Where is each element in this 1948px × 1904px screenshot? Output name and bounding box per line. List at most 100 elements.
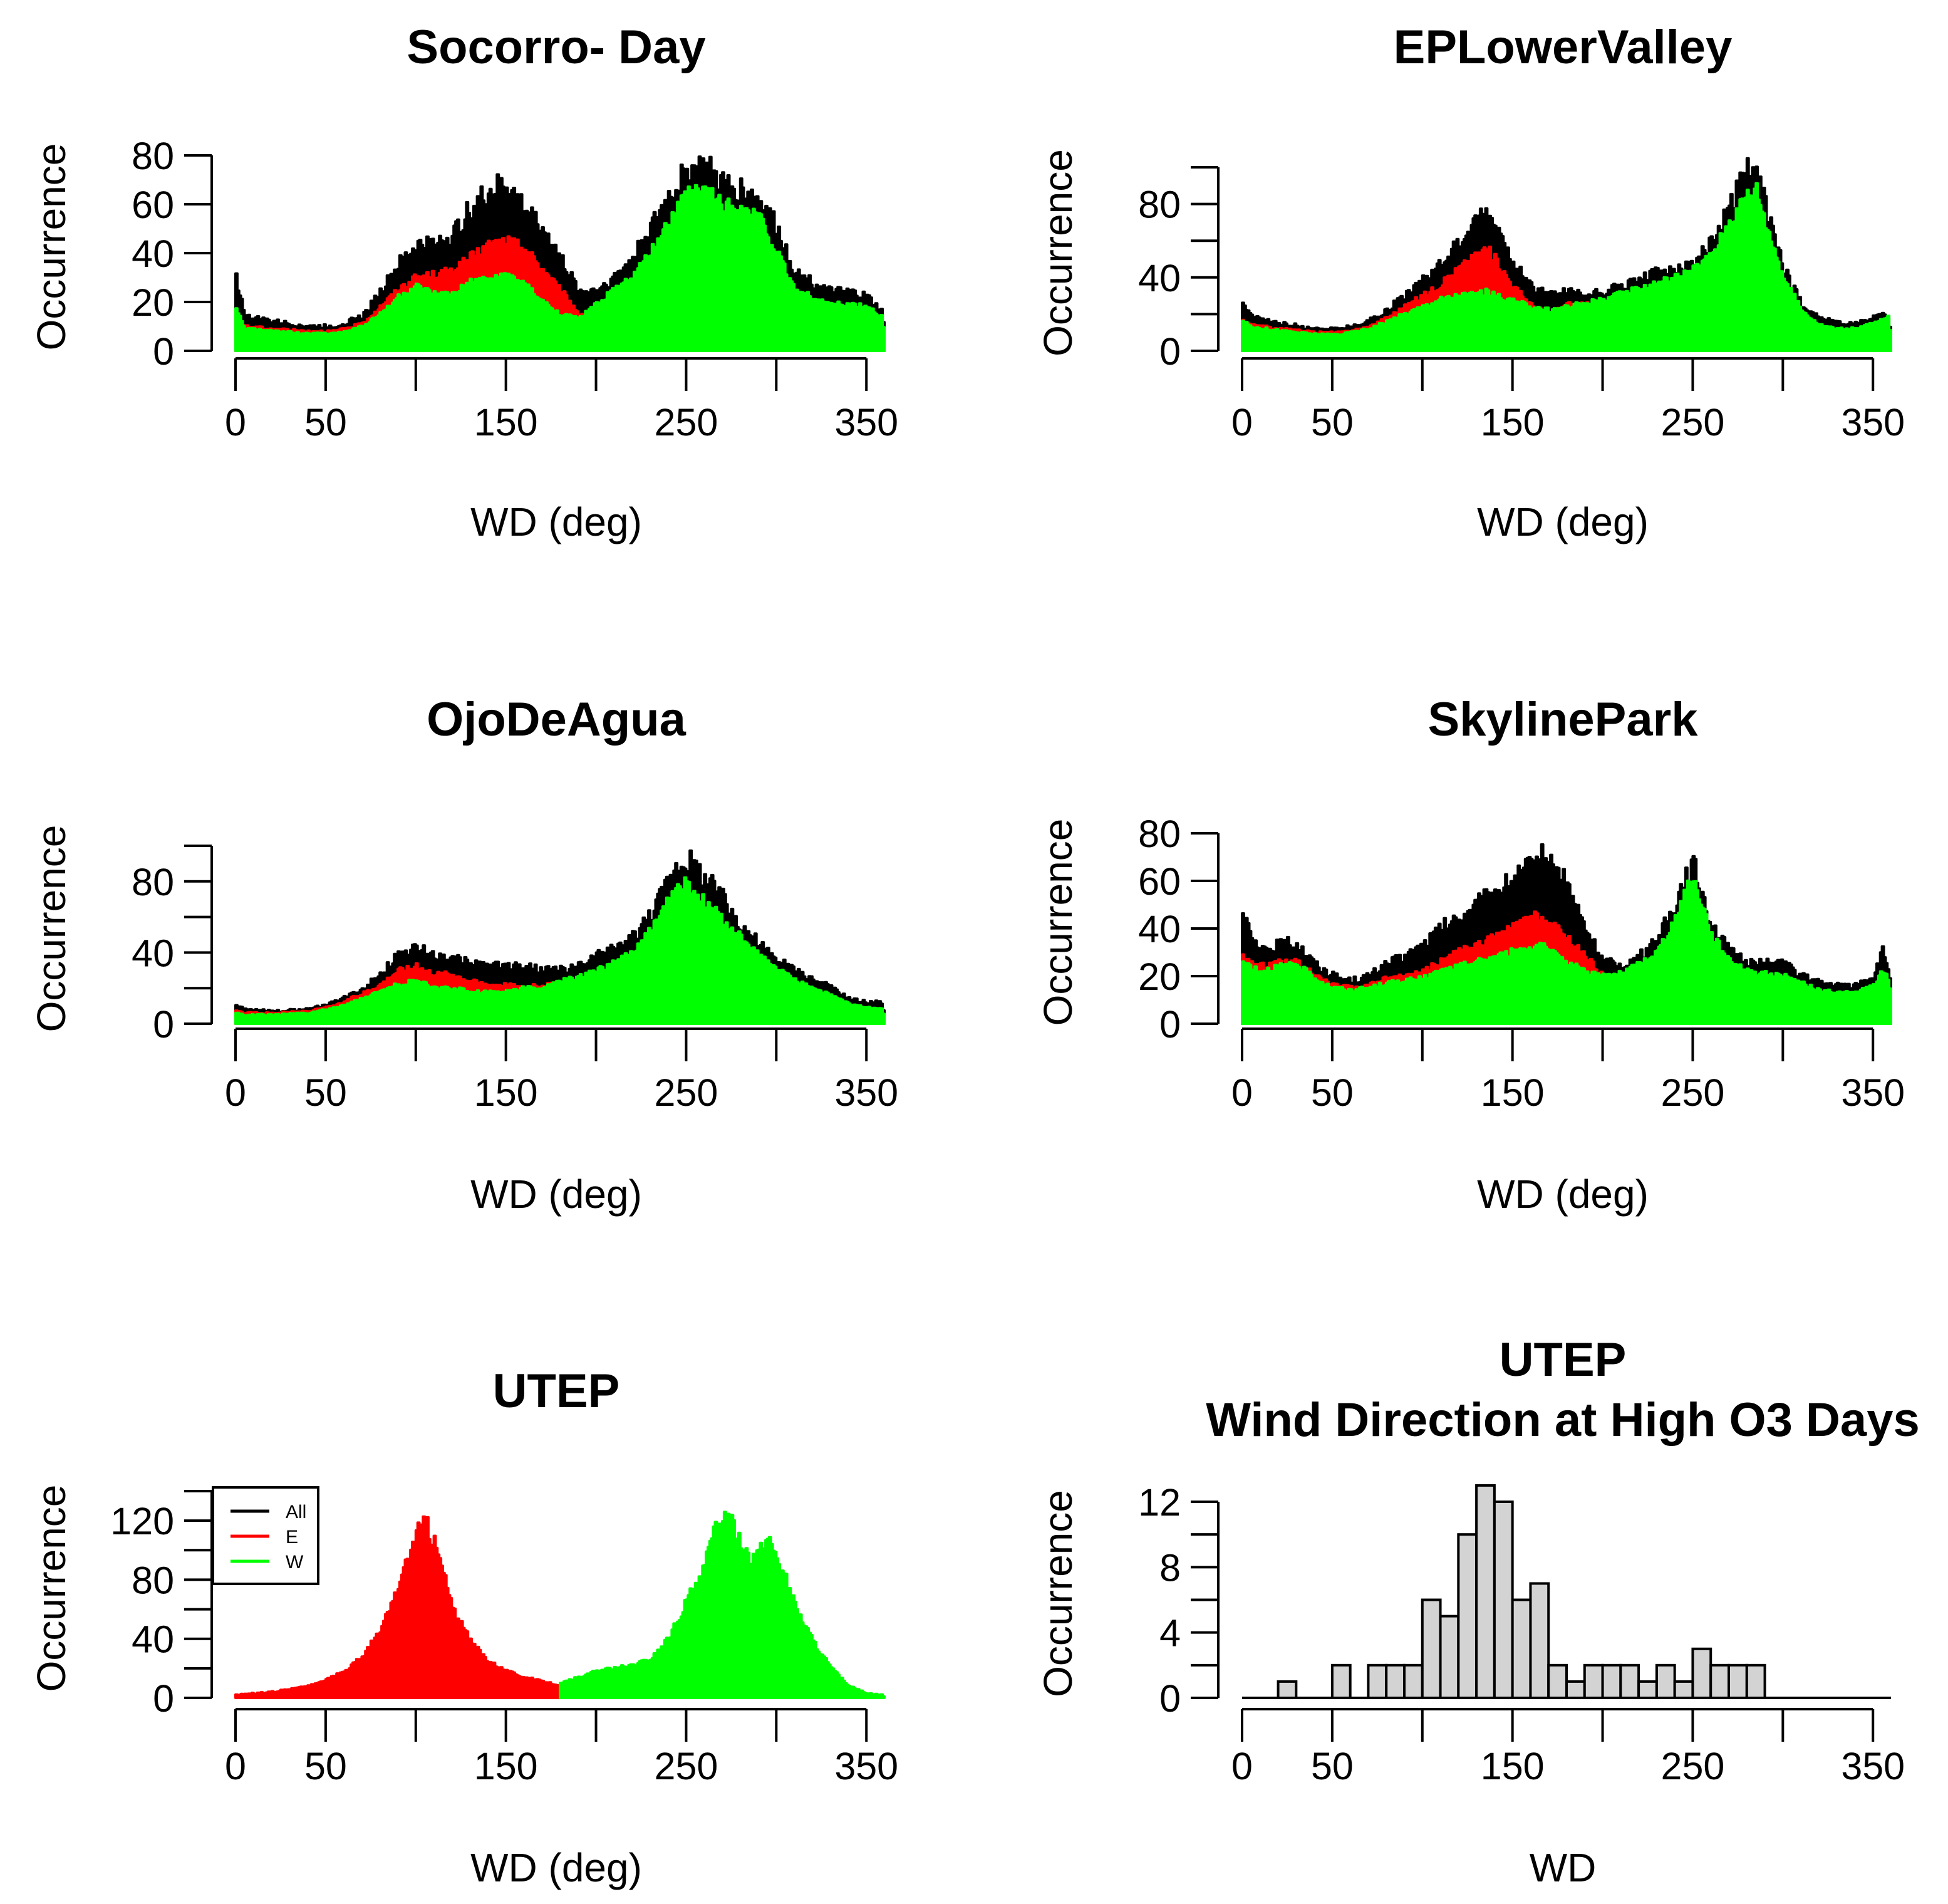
histogram-bar xyxy=(1547,1663,1568,1699)
series-w-area xyxy=(559,1511,886,1699)
histogram-bar xyxy=(1475,1484,1496,1700)
histogram-bar xyxy=(1691,1647,1712,1699)
y-tick-label: 40 xyxy=(1138,257,1181,299)
x-tick-label: 0 xyxy=(225,1745,246,1787)
x-tick-label: 150 xyxy=(1481,1745,1545,1787)
chart-title: SkylinePark xyxy=(1428,693,1699,746)
y-tick-label: 20 xyxy=(1138,955,1181,998)
chart-panel-ojodeagua: OjoDeAgua 0 50 150 250 350 WD (deg) 0 40 80 Occurr… xyxy=(29,693,898,1217)
y-axis: 0 40 80 xyxy=(1138,166,1220,373)
chart-title: UTEP xyxy=(493,1365,620,1418)
x-tick-label: 50 xyxy=(304,1071,347,1114)
x-axis: 0 50 150 250 350 xyxy=(225,1027,898,1114)
legend-label-e: E xyxy=(286,1527,298,1548)
histogram-bar xyxy=(1673,1680,1694,1700)
x-tick-label: 250 xyxy=(655,1071,718,1114)
y-axis-label: Occurrence xyxy=(1035,149,1080,356)
y-axis: 0 20 40 60 80 xyxy=(132,135,213,373)
x-tick-label: 0 xyxy=(1231,401,1253,444)
x-tick-label: 250 xyxy=(655,1745,718,1787)
y-tick-label: 12 xyxy=(1138,1481,1181,1524)
x-tick-label: 0 xyxy=(225,1071,246,1114)
y-axis: 0 40 80 xyxy=(132,845,213,1046)
series-w-area xyxy=(1241,182,1892,352)
series-w-area xyxy=(234,876,886,1025)
x-tick-label: 350 xyxy=(1841,1745,1905,1787)
x-tick-label: 50 xyxy=(304,401,347,444)
x-tick-label: 350 xyxy=(834,1745,898,1787)
histogram-bar xyxy=(1277,1680,1298,1700)
series-w-area xyxy=(234,184,886,352)
x-tick-label: 50 xyxy=(304,1745,347,1787)
x-tick-label: 250 xyxy=(655,401,718,444)
histogram-bar xyxy=(1565,1680,1586,1700)
histogram-bar xyxy=(1457,1533,1478,1700)
y-axis: 0 20 40 60 80 xyxy=(1138,813,1220,1046)
histogram-bar xyxy=(1619,1663,1640,1699)
histogram-bar xyxy=(1637,1680,1658,1700)
x-axis: 0 50 150 250 350 xyxy=(1231,1708,1905,1787)
legend: All EW xyxy=(212,1486,319,1585)
y-tick-label: 0 xyxy=(1159,1003,1181,1046)
y-tick-label: 80 xyxy=(132,1559,174,1601)
y-tick-label: 40 xyxy=(132,932,174,974)
histogram-bar xyxy=(1601,1663,1622,1699)
histogram-bar xyxy=(1439,1615,1460,1699)
x-axis: 0 50 150 250 350 xyxy=(1231,1027,1905,1114)
chart-panel-utep: UTEP All EW 0 50 150 250 350 WD (deg) 0 40 80 120 Occ… xyxy=(29,1365,898,1890)
x-tick-label: 350 xyxy=(834,1071,898,1114)
histogram-bar xyxy=(1421,1598,1442,1699)
x-tick-label: 150 xyxy=(474,401,538,444)
y-axis-label: Occurrence xyxy=(29,825,74,1033)
chart-title: OjoDeAgua xyxy=(427,693,686,746)
histogram-bar xyxy=(1583,1663,1604,1699)
histogram-bar xyxy=(1728,1663,1748,1699)
y-tick-label: 80 xyxy=(1138,813,1181,855)
y-tick-label: 4 xyxy=(1159,1612,1181,1655)
y-tick-label: 120 xyxy=(110,1500,174,1542)
series-w-area xyxy=(1241,879,1892,1025)
x-tick-label: 150 xyxy=(1481,401,1545,444)
series-e-area xyxy=(234,1515,561,1699)
x-tick-label: 50 xyxy=(1311,401,1354,444)
y-tick-label: 0 xyxy=(1159,1677,1181,1720)
y-axis-label: Occurrence xyxy=(1035,819,1080,1026)
chart-panel-eplowervalley: EPLowerValley 0 50 150 250 350 WD (deg) 0 40 80 Oc… xyxy=(1035,21,1905,544)
y-tick-label: 0 xyxy=(153,330,174,373)
x-tick-label: 0 xyxy=(1231,1071,1253,1114)
x-tick-label: 250 xyxy=(1661,401,1725,444)
x-tick-label: 150 xyxy=(474,1745,538,1787)
chart-panel-socorro: Socorro- Day 0 50 150 250 350 WD (deg) 0 20 40 60 8… xyxy=(29,21,898,544)
y-tick-label: 80 xyxy=(1138,184,1181,226)
x-tick-label: 50 xyxy=(1311,1071,1354,1114)
y-axis-label: Occurrence xyxy=(1035,1490,1080,1697)
histogram-bar xyxy=(1385,1663,1406,1699)
histogram-bar xyxy=(1330,1663,1352,1699)
chart-panel-utep-high-o3: UTEP Wind Direction at High O3 Days 0 50 150… xyxy=(1035,1333,1920,1890)
histogram-bar xyxy=(1493,1501,1514,1699)
histogram-bar xyxy=(1403,1663,1424,1699)
x-tick-label: 350 xyxy=(1841,401,1905,444)
y-tick-label: 40 xyxy=(1138,908,1181,950)
histogram-bar xyxy=(1511,1598,1532,1699)
x-axis-label: WD (deg) xyxy=(470,1845,642,1890)
y-tick-label: 0 xyxy=(153,1003,174,1046)
x-axis: 0 50 150 250 350 xyxy=(225,1708,898,1787)
legend-label-w: W xyxy=(286,1552,304,1573)
histogram-bar xyxy=(1529,1582,1550,1700)
x-tick-label: 50 xyxy=(1311,1745,1354,1787)
x-axis-label: WD (deg) xyxy=(470,1172,642,1217)
x-tick-label: 350 xyxy=(1841,1071,1905,1114)
x-tick-label: 0 xyxy=(1231,1745,1253,1787)
x-tick-label: 0 xyxy=(225,401,246,444)
x-axis-label: WD (deg) xyxy=(1477,1172,1649,1217)
y-axis: 0 40 80 120 xyxy=(110,1490,213,1720)
chart-title: UTEP xyxy=(1500,1333,1627,1386)
y-tick-label: 0 xyxy=(153,1677,174,1720)
histogram-bar xyxy=(1655,1663,1676,1699)
y-axis-label: Occurrence xyxy=(29,143,74,351)
y-tick-label: 40 xyxy=(132,232,174,275)
y-tick-label: 60 xyxy=(1138,860,1181,903)
x-tick-label: 250 xyxy=(1661,1071,1725,1114)
